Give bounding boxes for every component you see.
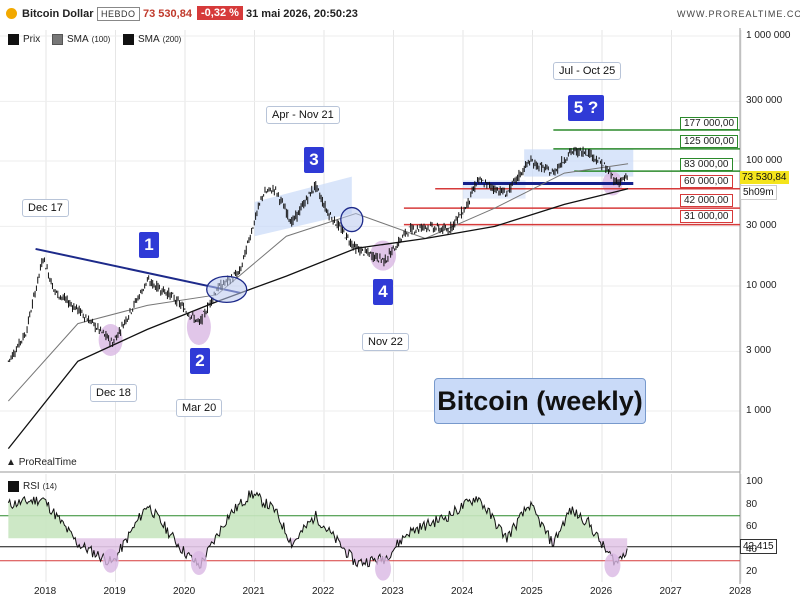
x-tick-label: 2019 (103, 586, 126, 597)
horizontal-levels (35, 129, 740, 294)
sma-line (7, 163, 629, 402)
period-badge[interactable]: HEBDO (97, 7, 140, 21)
rsi-low-highlight (375, 556, 392, 581)
breakout-ellipse (206, 275, 248, 304)
x-tick-label: 2022 (312, 586, 335, 597)
sma200-swatch (123, 34, 134, 45)
legend-sma100-label: SMA (67, 34, 89, 45)
y-tick-label: 30 000 (746, 220, 777, 232)
x-tick-label: 2024 (451, 586, 474, 597)
wave-2-label: 2 (190, 348, 210, 374)
x-tick-label: 2025 (520, 586, 543, 597)
price-series (7, 146, 628, 363)
breakdown-ellipse (340, 206, 364, 233)
rsi-tick-label: 100 (746, 476, 763, 487)
legend-sma100[interactable]: SMA (100) (52, 34, 110, 45)
last-price: 73 530,84 (143, 8, 192, 20)
x-tick-label: 2023 (381, 586, 404, 597)
level-83000: 83 000,00 (680, 158, 733, 171)
grid (0, 28, 742, 584)
overlays (206, 206, 364, 304)
rsi-tick-label: 60 (746, 521, 758, 532)
legend-price-label: Prix (23, 34, 41, 45)
watermark-label: ProRealTime (18, 457, 77, 468)
x-tick-label: 2027 (659, 586, 682, 597)
wave-3-label: 3 (304, 147, 324, 173)
y-tick-label: 1 000 000 (746, 30, 791, 41)
x-tick-label: 2026 (590, 586, 613, 597)
level-31000: 31 000,00 (680, 210, 733, 223)
level-60000: 60 000,00 (680, 175, 733, 188)
annotation-jul-oct25: Jul - Oct 25 (553, 62, 622, 80)
legend-rsi[interactable]: RSI (14) (8, 481, 57, 492)
legend-rsi-label: RSI (23, 481, 40, 492)
wave3-channel (254, 176, 352, 237)
bitcoin-icon (6, 8, 17, 19)
y-tick-label: 3 000 (746, 345, 772, 357)
low-highlight (186, 308, 211, 345)
rsi-low-highlight (604, 553, 621, 578)
rsi-series (0, 490, 740, 581)
rsi-tick-label: 20 (746, 566, 758, 577)
chart-header: Bitcoin Dollar HEBDO 73 530,84 -0,32 % 3… (0, 0, 800, 28)
wave-4-label: 4 (373, 279, 393, 305)
datetime: 31 mai 2026, 20:50:23 (246, 8, 358, 20)
chart-big-title: Bitcoin (weekly) (434, 378, 646, 424)
site-url[interactable]: WWW.PROREALTIME.COM (677, 9, 800, 19)
rsi-lower-fill (8, 538, 628, 569)
level-177000: 177 000,00 (680, 117, 739, 130)
trendline (35, 247, 241, 294)
legend-sma200-label: SMA (138, 34, 160, 45)
rsi-tick-label: 40 (746, 543, 758, 555)
annotation-dec17: Dec 17 (22, 199, 69, 217)
legend-price[interactable]: Prix (8, 34, 40, 45)
annotation-dec18: Dec 18 (90, 384, 137, 402)
x-tick-label: 2018 (34, 586, 57, 597)
prorealtime-icon: ▲ (6, 457, 16, 468)
level-125000: 125 000,00 (680, 135, 739, 148)
prorealtime-watermark: ▲ ProRealTime (6, 457, 77, 468)
y-tick-label: 1 000 (746, 405, 772, 416)
x-tick-label: 2021 (242, 586, 265, 597)
legend-rsi-param: (14) (42, 482, 57, 491)
annotation-mar20: Mar 20 (176, 399, 223, 417)
y-tick-label: 300 000 (746, 95, 783, 107)
annotation-nov22: Nov 22 (362, 333, 409, 351)
legend-sma200[interactable]: SMA (200) (123, 34, 181, 45)
pattern-highlights (98, 149, 634, 356)
y-tick-label: 10 000 (746, 280, 777, 291)
y-tick-label: 100 000 (746, 155, 783, 166)
instrument-title: Bitcoin Dollar (22, 8, 94, 20)
price-swatch (8, 34, 19, 45)
timer-tag: 5h09m (740, 185, 777, 200)
rsi-value-tag: 42,415 (740, 539, 777, 554)
wave-5-label: 5 ? (568, 95, 604, 121)
x-tick-label: 2028 (729, 586, 752, 597)
rsi-low-highlight (190, 551, 207, 575)
rsi-tick-label: 80 (746, 498, 758, 510)
low-highlight (370, 240, 397, 271)
wave-1-label: 1 (139, 232, 159, 258)
x-tick-label: 2020 (173, 586, 196, 597)
level-42000: 42 000,00 (680, 194, 733, 207)
annotation-apr-nov21: Apr - Nov 21 (266, 106, 340, 124)
change-badge: -0,32 % (197, 6, 243, 20)
legend-sma100-param: (100) (91, 35, 111, 44)
legend-sma200-param: (200) (162, 35, 182, 44)
rsi-low-highlight (102, 548, 119, 573)
rsi-upper-fill (8, 490, 628, 539)
sma100-swatch (52, 34, 63, 45)
low-highlight (98, 323, 123, 356)
rsi-swatch (8, 481, 19, 492)
current-price-tag: 73 530,84 (740, 171, 789, 184)
